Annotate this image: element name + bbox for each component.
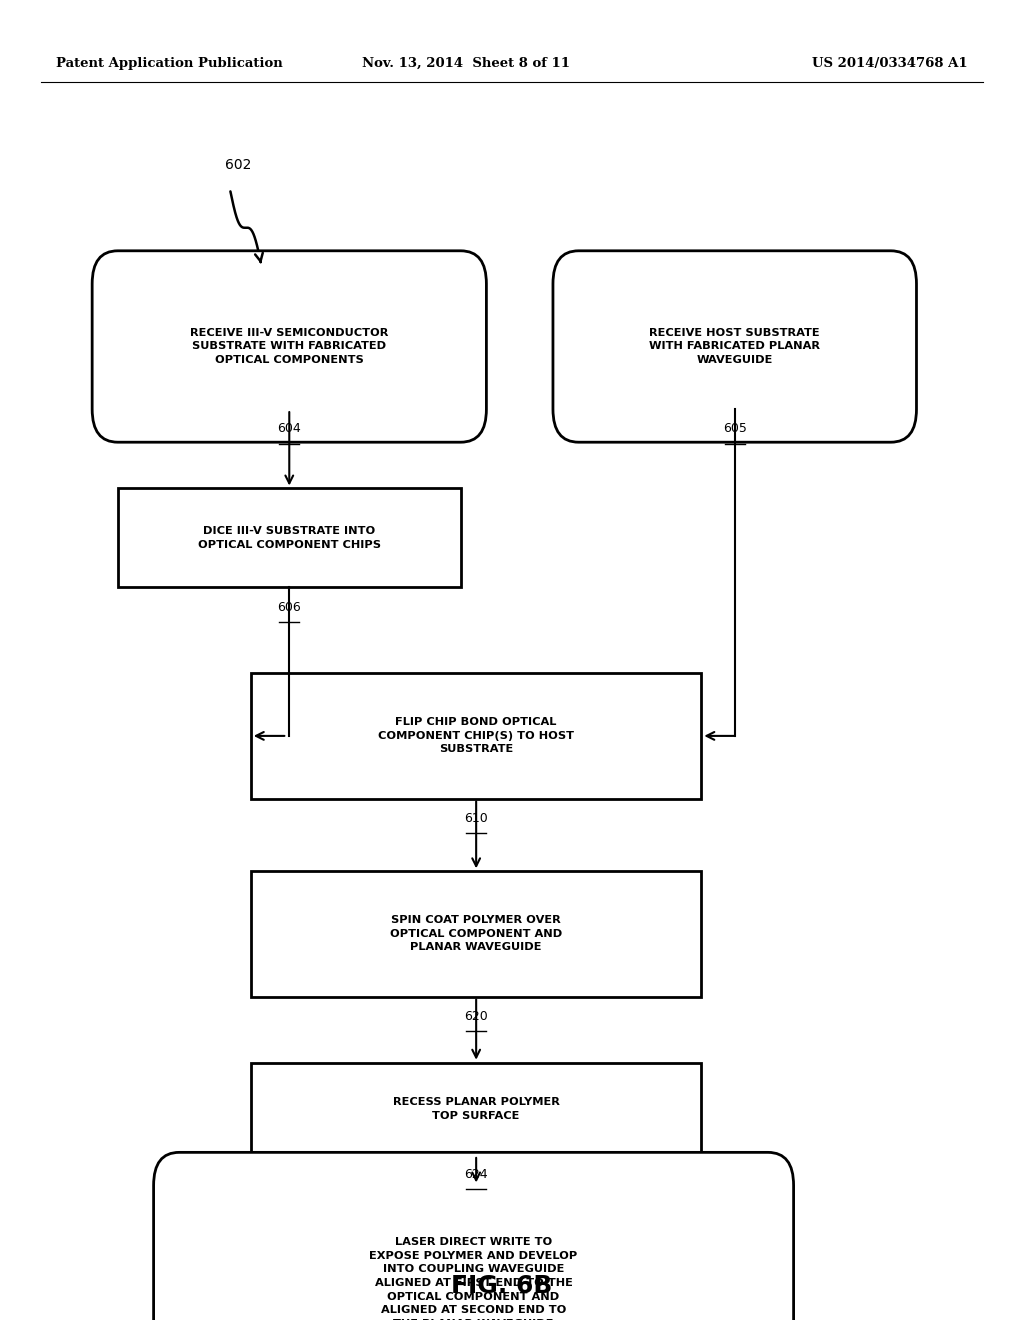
Text: 604: 604 (278, 422, 301, 436)
FancyBboxPatch shape (92, 251, 486, 442)
FancyBboxPatch shape (553, 251, 916, 442)
Bar (251, 871, 701, 997)
Text: LASER DIRECT WRITE TO
EXPOSE POLYMER AND DEVELOP
INTO COUPLING WAVEGUIDE
ALIGNED: LASER DIRECT WRITE TO EXPOSE POLYMER AND… (370, 1237, 578, 1320)
Text: 610: 610 (464, 812, 488, 825)
Bar (251, 1063, 701, 1155)
Text: 606: 606 (278, 601, 301, 614)
Text: 605: 605 (723, 422, 746, 436)
Text: FIG. 6B: FIG. 6B (452, 1274, 552, 1298)
Text: RECEIVE III-V SEMICONDUCTOR
SUBSTRATE WITH FABRICATED
OPTICAL COMPONENTS: RECEIVE III-V SEMICONDUCTOR SUBSTRATE WI… (190, 327, 388, 366)
Text: FLIP CHIP BOND OPTICAL
COMPONENT CHIP(S) TO HOST
SUBSTRATE: FLIP CHIP BOND OPTICAL COMPONENT CHIP(S)… (378, 717, 574, 755)
Text: 602: 602 (225, 157, 252, 172)
Text: Patent Application Publication: Patent Application Publication (56, 57, 283, 70)
Text: 624: 624 (464, 1168, 488, 1181)
Text: 620: 620 (464, 1010, 488, 1023)
Text: RECEIVE HOST SUBSTRATE
WITH FABRICATED PLANAR
WAVEGUIDE: RECEIVE HOST SUBSTRATE WITH FABRICATED P… (649, 327, 820, 366)
Text: RECESS PLANAR POLYMER
TOP SURFACE: RECESS PLANAR POLYMER TOP SURFACE (393, 1097, 559, 1121)
FancyBboxPatch shape (154, 1152, 794, 1320)
Text: DICE III-V SUBSTRATE INTO
OPTICAL COMPONENT CHIPS: DICE III-V SUBSTRATE INTO OPTICAL COMPON… (198, 527, 381, 549)
Text: Nov. 13, 2014  Sheet 8 of 11: Nov. 13, 2014 Sheet 8 of 11 (361, 57, 570, 70)
Bar (251, 673, 701, 799)
Text: SPIN COAT POLYMER OVER
OPTICAL COMPONENT AND
PLANAR WAVEGUIDE: SPIN COAT POLYMER OVER OPTICAL COMPONENT… (390, 915, 562, 953)
Bar (118, 488, 461, 587)
Text: US 2014/0334768 A1: US 2014/0334768 A1 (812, 57, 968, 70)
